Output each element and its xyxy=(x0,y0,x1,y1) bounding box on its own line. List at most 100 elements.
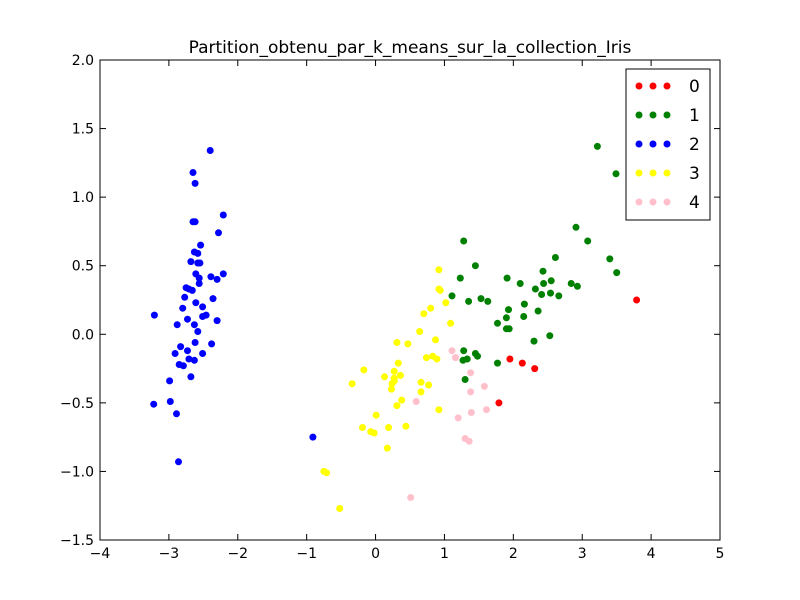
legend-marker-4 xyxy=(635,198,643,206)
data-point-cluster-3 xyxy=(417,388,425,396)
data-point-cluster-3 xyxy=(427,304,435,312)
data-point-cluster-3 xyxy=(372,411,380,419)
data-point-cluster-4 xyxy=(412,398,420,405)
data-point-cluster-3 xyxy=(404,340,412,348)
data-point-cluster-1 xyxy=(460,237,468,245)
data-point-cluster-3 xyxy=(348,380,356,388)
legend-label-2: 2 xyxy=(689,135,700,155)
data-point-cluster-3 xyxy=(383,444,391,452)
data-point-cluster-2 xyxy=(208,340,216,348)
data-point-cluster-3 xyxy=(425,381,433,389)
data-point-cluster-1 xyxy=(534,307,542,315)
data-point-cluster-1 xyxy=(530,337,538,345)
data-point-cluster-1 xyxy=(547,289,554,297)
legend-label-1: 1 xyxy=(689,106,700,126)
data-point-cluster-2 xyxy=(189,169,197,176)
data-point-cluster-2 xyxy=(191,218,199,226)
legend-marker-2 xyxy=(663,140,671,148)
y-tick-label: −1.5 xyxy=(60,533,94,549)
x-tick-label: 2 xyxy=(509,546,518,562)
data-point-cluster-4 xyxy=(467,409,475,416)
data-point-cluster-3 xyxy=(436,286,444,294)
legend-marker-1 xyxy=(649,111,657,119)
data-point-cluster-2 xyxy=(199,303,207,311)
data-point-cluster-0 xyxy=(531,365,539,373)
data-point-cluster-1 xyxy=(456,274,464,282)
data-point-cluster-2 xyxy=(194,328,202,335)
legend-marker-0 xyxy=(649,82,657,90)
legend: 0 1 2 3 4 xyxy=(625,68,711,221)
x-tick-label: −4 xyxy=(90,546,111,562)
data-point-cluster-0 xyxy=(633,296,641,304)
data-point-cluster-3 xyxy=(447,319,455,327)
data-point-cluster-3 xyxy=(381,373,388,381)
data-point-cluster-1 xyxy=(474,352,481,360)
data-point-cluster-3 xyxy=(323,469,331,477)
data-point-cluster-2 xyxy=(195,280,203,287)
y-tick-label: 1.5 xyxy=(72,122,94,138)
data-point-cluster-1 xyxy=(547,277,555,285)
data-point-cluster-2 xyxy=(185,355,193,363)
data-point-cluster-3 xyxy=(393,402,401,410)
x-tick-label: 5 xyxy=(716,546,725,562)
x-tick-label: 3 xyxy=(578,546,587,562)
data-point-cluster-3 xyxy=(398,396,406,404)
data-point-cluster-2 xyxy=(150,311,158,319)
data-point-cluster-4 xyxy=(465,437,473,445)
data-point-cluster-3 xyxy=(416,328,424,335)
legend-marker-3 xyxy=(635,169,643,177)
data-point-cluster-3 xyxy=(396,371,404,379)
data-point-cluster-4 xyxy=(483,406,490,414)
data-point-cluster-1 xyxy=(613,269,621,277)
plot-frame xyxy=(99,59,721,541)
data-point-cluster-2 xyxy=(195,274,203,282)
data-point-cluster-2 xyxy=(171,350,179,357)
data-point-cluster-3 xyxy=(432,336,439,344)
data-point-cluster-2 xyxy=(197,241,205,249)
data-point-cluster-2 xyxy=(177,343,185,351)
data-point-cluster-3 xyxy=(402,422,410,430)
legend-label-3: 3 xyxy=(689,164,700,184)
data-point-cluster-4 xyxy=(467,369,475,377)
data-point-cluster-1 xyxy=(461,376,469,383)
data-point-cluster-1 xyxy=(477,295,485,303)
data-point-cluster-2 xyxy=(206,147,214,154)
data-point-cluster-2 xyxy=(207,273,215,281)
data-point-cluster-3 xyxy=(360,366,368,374)
x-tick-label: −2 xyxy=(227,546,248,562)
legend-label-4: 4 xyxy=(689,193,700,213)
data-point-cluster-4 xyxy=(448,347,456,355)
data-point-cluster-4 xyxy=(467,388,475,396)
data-point-cluster-0 xyxy=(506,355,514,363)
data-point-cluster-1 xyxy=(484,297,492,305)
data-point-cluster-4 xyxy=(454,414,462,422)
data-point-cluster-1 xyxy=(538,291,546,298)
data-point-cluster-1 xyxy=(516,280,524,287)
data-point-cluster-1 xyxy=(505,325,513,333)
data-point-cluster-2 xyxy=(173,410,180,418)
data-point-cluster-0 xyxy=(495,399,503,407)
data-point-cluster-2 xyxy=(194,249,202,257)
data-point-cluster-1 xyxy=(572,223,580,231)
data-point-cluster-4 xyxy=(452,354,459,362)
data-point-cluster-1 xyxy=(460,347,468,355)
data-point-cluster-3 xyxy=(442,299,450,307)
y-tick-label: 0.0 xyxy=(72,327,94,343)
data-point-cluster-2 xyxy=(219,211,227,219)
data-point-cluster-2 xyxy=(187,258,195,266)
data-point-cluster-2 xyxy=(166,398,174,405)
y-tick-label: −1.0 xyxy=(60,464,94,480)
data-point-cluster-3 xyxy=(370,429,378,437)
data-point-cluster-3 xyxy=(387,385,395,393)
data-point-cluster-2 xyxy=(191,339,199,346)
data-point-cluster-3 xyxy=(390,367,398,375)
legend-label-0: 0 xyxy=(689,77,700,97)
data-point-cluster-1 xyxy=(539,267,547,275)
y-tick-label: 1.0 xyxy=(72,190,94,206)
chart-title: Partition_obtenu_par_k_means_sur_la_coll… xyxy=(189,38,632,58)
data-point-cluster-1 xyxy=(573,282,581,290)
data-point-cluster-3 xyxy=(433,355,441,363)
data-point-cluster-2 xyxy=(175,458,182,466)
data-point-cluster-3 xyxy=(336,505,344,512)
